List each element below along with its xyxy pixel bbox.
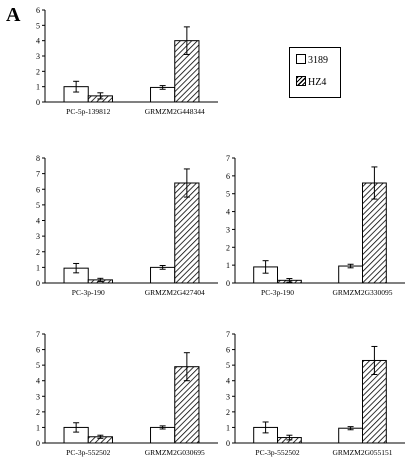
x-category-label: GRMZM2G030695: [145, 448, 205, 457]
y-tick-label: 6: [226, 346, 230, 355]
y-tick-label: 7: [36, 170, 40, 179]
chart-1: 0 1 2 3 4 5 6 PC-5p-139812 GRMZM2G448344: [36, 6, 218, 116]
bar-hz4: [174, 182, 200, 284]
y-tick-label: 7: [226, 330, 230, 339]
y-tick-label: 2: [36, 248, 40, 257]
x-category-label: GRMZM2G448344: [145, 107, 205, 116]
y-tick-label: 8: [36, 154, 40, 163]
y-tick-label: 5: [36, 361, 40, 370]
chart-5: 0 1 2 3 4 5 6 7 PC-3p-552502 GRMZM2G055151: [226, 330, 405, 457]
chart-2: 0 1 2 3 4 5 6 7 8 PC-3p-190 GRMZM2G427404: [36, 154, 218, 297]
open-swatch-icon: [296, 54, 306, 64]
y-tick-label: 0: [226, 439, 230, 448]
x-category-label: PC-3p-552502: [66, 448, 110, 457]
y-tick-label: 2: [226, 243, 230, 252]
chart-3: 0 1 2 3 4 5 6 7 PC-3p-190 GRMZM2G330095: [226, 154, 405, 297]
legend-label-3189: 3189: [308, 55, 328, 66]
x-category-label: GRMZM2G055151: [332, 448, 392, 457]
y-tick-label: 3: [36, 232, 40, 241]
y-tick-label: 7: [226, 154, 230, 163]
y-tick-label: 7: [36, 330, 40, 339]
y-tick-label: 3: [226, 392, 230, 401]
hatched-swatch-icon: [296, 76, 306, 86]
y-tick-label: 4: [226, 377, 230, 386]
y-tick-label: 0: [36, 98, 40, 107]
bar-3189: [150, 426, 176, 444]
x-category-label: PC-5p-139812: [66, 107, 110, 116]
y-tick-label: 1: [36, 423, 40, 432]
y-tick-label: 5: [226, 361, 230, 370]
y-tick-label: 2: [226, 408, 230, 417]
y-tick-label: 0: [226, 279, 230, 288]
y-tick-label: 1: [226, 261, 230, 270]
x-category-label: GRMZM2G427404: [145, 288, 205, 297]
bar-3189: [338, 427, 364, 444]
y-tick-label: 2: [36, 408, 40, 417]
x-category-label: PC-3p-190: [72, 288, 105, 297]
y-tick-label: 5: [36, 21, 40, 30]
x-category-label: GRMZM2G330095: [332, 288, 392, 297]
y-tick-label: 2: [36, 67, 40, 76]
y-tick-label: 6: [36, 6, 40, 15]
y-tick-label: 4: [36, 217, 40, 226]
y-tick-label: 1: [226, 423, 230, 432]
y-tick-label: 3: [36, 392, 40, 401]
y-tick-label: 1: [36, 83, 40, 92]
x-category-label: PC-3p-552502: [255, 448, 299, 457]
legend-box: 3189 HZ4: [289, 47, 341, 98]
chart-4: 0 1 2 3 4 5 6 7 PC-3p-552502 GRMZM2G030695: [36, 330, 218, 457]
panel-letter: A: [6, 4, 21, 26]
y-tick-label: 6: [36, 185, 40, 194]
y-tick-label: 0: [36, 279, 40, 288]
y-tick-label: 3: [226, 225, 230, 234]
y-tick-label: 1: [36, 263, 40, 272]
y-tick-label: 4: [36, 377, 40, 386]
y-tick-label: 6: [36, 346, 40, 355]
y-tick-label: 4: [36, 37, 40, 46]
legend-item-3189: 3189: [296, 54, 328, 66]
y-tick-label: 0: [36, 439, 40, 448]
x-category-label: PC-3p-190: [261, 288, 294, 297]
y-tick-label: 5: [226, 190, 230, 199]
legend-label-hz4: HZ4: [308, 77, 327, 88]
bar-3189: [338, 265, 364, 284]
y-tick-label: 4: [226, 208, 230, 217]
y-tick-label: 6: [226, 172, 230, 181]
y-tick-label: 3: [36, 52, 40, 61]
legend-item-hz4: HZ4: [296, 76, 326, 88]
y-tick-label: 5: [36, 201, 40, 210]
